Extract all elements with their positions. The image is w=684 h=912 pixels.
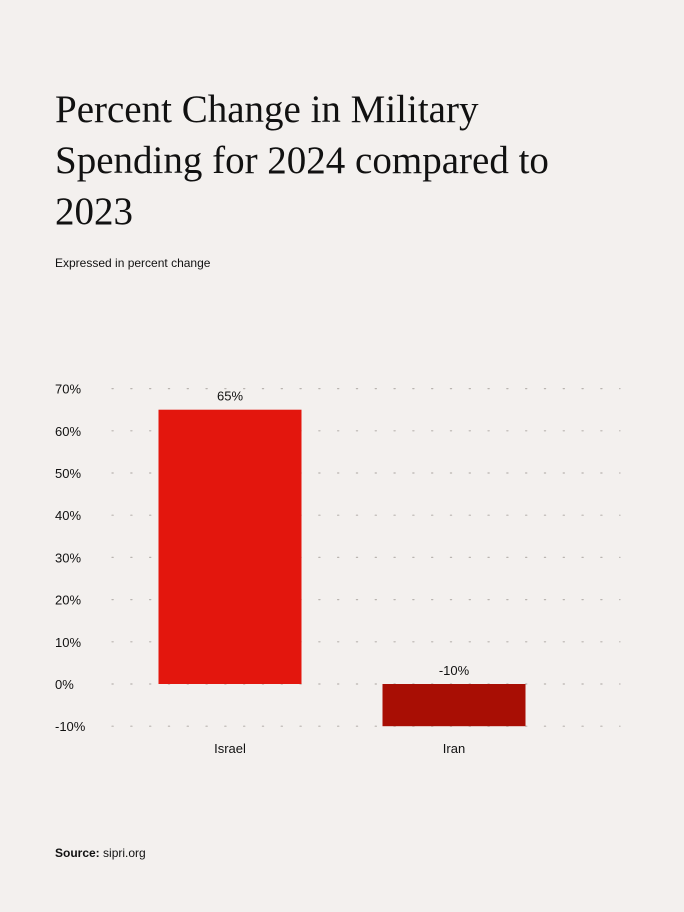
y-tick-label: 70% — [55, 382, 81, 397]
y-tick-label: 60% — [55, 424, 81, 439]
chart-title: Percent Change in Military Spending for … — [55, 88, 549, 233]
y-tick-label: -10% — [55, 719, 86, 734]
y-tick-label: 10% — [55, 635, 81, 650]
y-tick-label: 50% — [55, 466, 81, 481]
bar-israel — [158, 409, 302, 684]
y-tick-label: 20% — [55, 593, 81, 608]
x-tick-label: Israel — [214, 741, 246, 756]
bar-chart: -10% 0% 10% 20% 30% 40% 50% 60% 70% 65% Israel -10%… — [55, 382, 621, 756]
bar-iran — [382, 684, 526, 727]
source-label: Source: — [55, 846, 100, 860]
x-tick-label: Iran — [443, 741, 465, 756]
data-label: 65% — [217, 389, 243, 404]
source-note: Source: sipri.org — [55, 846, 146, 860]
y-tick-label: 30% — [55, 550, 81, 565]
y-tick-label: 40% — [55, 508, 81, 523]
y-tick-label: 0% — [55, 677, 74, 692]
chart-subtitle: Expressed in percent change — [55, 256, 211, 270]
data-label: -10% — [439, 663, 470, 678]
source-value: sipri.org — [103, 846, 146, 860]
